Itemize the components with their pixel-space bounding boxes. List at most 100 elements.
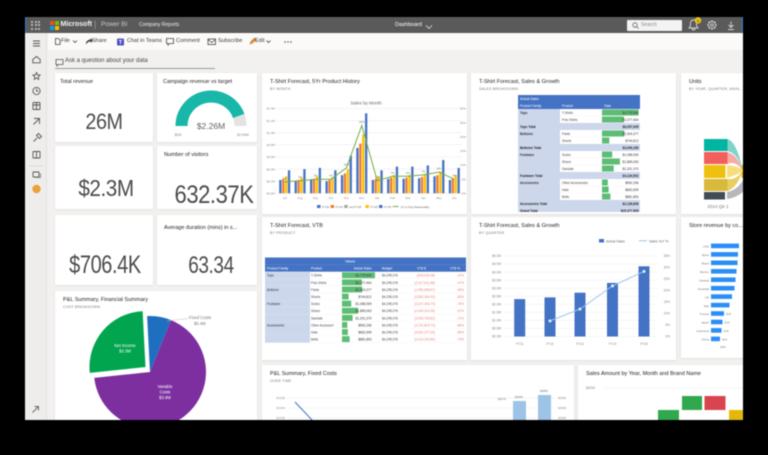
svg-text:Shoes: Shoes: [562, 160, 571, 164]
svg-text:-86%: -86%: [457, 323, 465, 327]
svg-text:Dec: Dec: [359, 196, 365, 200]
svg-text:$1.4M: $1.4M: [267, 107, 276, 111]
svg-text:6%: 6%: [406, 171, 411, 175]
svg-text:$0.6M: $0.6M: [267, 155, 276, 159]
svg-text:$3,049,189: $3,049,189: [623, 146, 639, 150]
svg-text:Footware: Footware: [520, 153, 534, 157]
svg-text:15%: 15%: [664, 300, 671, 304]
svg-text:$1,068,069: $1,068,069: [356, 302, 372, 306]
svg-text:Feb: Feb: [390, 196, 396, 200]
svg-text:30,000: 30,000: [276, 416, 285, 420]
svg-text:$2,277,464: $2,277,464: [623, 118, 639, 122]
svg-text:$2.0M: $2.0M: [492, 303, 501, 307]
svg-text:8%: 8%: [437, 167, 442, 171]
svg-text:China: China: [701, 338, 709, 342]
svg-text:est FY18: est FY18: [349, 205, 361, 209]
svg-text:Mar: Mar: [405, 196, 410, 200]
svg-text:25%: 25%: [664, 277, 671, 281]
svg-text:Product: Product: [311, 267, 322, 271]
svg-text:$744,812: $744,812: [358, 295, 372, 299]
svg-text:$881,853: $881,853: [358, 338, 372, 342]
svg-text:FY13: FY13: [576, 342, 584, 346]
svg-text:$0.4M: $0.4M: [267, 167, 276, 171]
svg-text:Spain: Spain: [702, 253, 710, 257]
svg-text:Oct: Oct: [329, 196, 334, 200]
svg-text:Polo Shirts: Polo Shirts: [562, 118, 578, 122]
svg-text:Shoes: Shoes: [311, 309, 320, 313]
svg-text:$350K: $350K: [558, 416, 566, 420]
svg-text:$4,134,502: $4,134,502: [623, 174, 639, 178]
svg-text:$15,377,505: $15,377,505: [621, 209, 639, 212]
svg-text:May: May: [436, 196, 442, 200]
svg-text:1%: 1%: [283, 177, 288, 181]
svg-text:Footware Total: Footware Total: [520, 174, 543, 178]
svg-text:Pants: Pants: [562, 132, 571, 136]
svg-text:FY15: FY15: [322, 205, 330, 209]
svg-text:Jan: Jan: [375, 196, 380, 200]
svg-text:Variable: Variable: [157, 384, 173, 389]
svg-text:(2,017,611.88): (2,017,611.88): [415, 281, 436, 285]
svg-text:$4,295,076: $4,295,076: [382, 323, 398, 327]
svg-text:2%: 2%: [313, 174, 318, 178]
svg-text:$4.0M: $4.0M: [492, 270, 501, 274]
svg-text:$3.0M: $3.0M: [492, 286, 501, 290]
svg-text:Actual Sales: Actual Sales: [606, 240, 625, 244]
svg-text:Sandals: Sandals: [311, 316, 323, 320]
svg-text:Jul: Jul: [283, 196, 287, 200]
svg-text:$2.5M: $2.5M: [492, 295, 501, 299]
svg-text:$3,779,540: $3,779,540: [356, 274, 372, 278]
svg-text:35,000: 35,000: [276, 406, 285, 410]
svg-text:$1,201,370: $1,201,370: [623, 167, 639, 171]
svg-text:Indonesia: Indonesia: [696, 329, 709, 333]
svg-text:Actual Sales: Actual Sales: [354, 267, 372, 271]
svg-text:$3,779,540: $3,779,540: [623, 111, 639, 115]
svg-text:Tops: Tops: [520, 111, 528, 115]
svg-text:$0.2M: $0.2M: [267, 179, 276, 183]
svg-text:Other Accessori: Other Accessori: [311, 323, 334, 327]
svg-text:Italy: Italy: [704, 304, 710, 308]
svg-text:Japan: Japan: [701, 321, 709, 325]
svg-text:-75%: -75%: [457, 302, 465, 306]
svg-text:30%: 30%: [460, 107, 466, 111]
svg-text:20%: 20%: [664, 289, 671, 293]
svg-text:25%: 25%: [460, 121, 466, 125]
svg-text:VTB $: VTB $: [417, 267, 426, 271]
svg-text:Tops Total: Tops Total: [520, 125, 536, 129]
svg-text:$4,295,076: $4,295,076: [382, 309, 398, 313]
svg-text:$0.5M: $0.5M: [492, 327, 501, 331]
svg-text:Shorts: Shorts: [311, 295, 321, 299]
svg-text:29%: 29%: [359, 120, 365, 124]
svg-text:Canada: Canada: [699, 278, 710, 282]
svg-text:Bottoms: Bottoms: [520, 132, 533, 136]
svg-text:$4,295,076: $4,295,076: [382, 274, 398, 278]
svg-text:$1,865,063: $1,865,063: [623, 160, 639, 164]
svg-text:$6,057,005: $6,057,005: [623, 125, 639, 129]
svg-text:$3.9M: $3.9M: [159, 395, 171, 400]
svg-text:$309K: $309K: [515, 395, 523, 399]
svg-text:Costs: Costs: [160, 390, 171, 395]
svg-text:5%: 5%: [665, 323, 670, 327]
svg-text:$744,812: $744,812: [625, 139, 639, 143]
svg-text:$600K: $600K: [586, 386, 596, 390]
svg-text:Total: Total: [604, 104, 611, 108]
svg-text:1%: 1%: [329, 174, 334, 178]
svg-text:Sales by Month: Sales by Month: [350, 101, 382, 106]
svg-text:$4,295,076: $4,295,076: [382, 288, 398, 292]
svg-text:UK: UK: [705, 295, 709, 299]
svg-text:Actual Sales: Actual Sales: [520, 97, 539, 101]
svg-text:Nov: Nov: [344, 196, 350, 200]
svg-text:FY11: FY11: [516, 342, 524, 346]
svg-text:T: T: [119, 40, 123, 46]
svg-text:35%: 35%: [664, 254, 671, 258]
svg-text:Values: Values: [345, 260, 355, 264]
svg-text:$1.0M: $1.0M: [492, 319, 501, 323]
svg-text:$3.3M: $3.3M: [119, 349, 131, 354]
svg-text:$400K: $400K: [558, 406, 566, 410]
svg-text:12 m Avg Seasonality: 12 m Avg Seasonality: [401, 205, 430, 209]
svg-text:$0.0M: $0.0M: [492, 335, 501, 339]
svg-text:$4,295,076: $4,295,076: [382, 338, 398, 342]
svg-text:9: 9: [697, 18, 700, 23]
svg-text:3%: 3%: [375, 175, 380, 179]
svg-text:Accessories: Accessories: [267, 323, 285, 327]
svg-text:$4,295,076: $4,295,076: [382, 281, 398, 285]
